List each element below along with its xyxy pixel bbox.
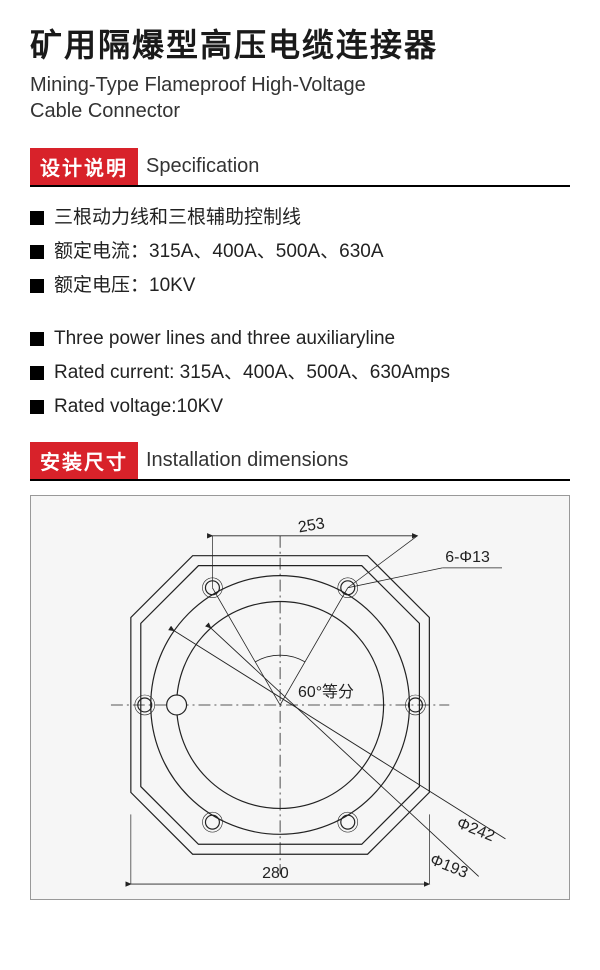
bullet-icon: [30, 332, 44, 346]
spec-text: 额定电压：10KV: [54, 269, 195, 303]
svg-text:6-Φ13: 6-Φ13: [445, 549, 490, 566]
spec-text: Rated voltage:10KV: [54, 390, 223, 424]
title-en-line2: Cable Connector: [30, 100, 180, 122]
spec-tag: 设计说明: [30, 148, 138, 185]
title-cn: 矿用隔爆型高压电缆连接器: [30, 20, 570, 66]
dims-label: Installation dimensions: [146, 445, 348, 476]
bullet-icon: [30, 279, 44, 293]
spec-item: Rated current: 315A、400A、500A、630Amps: [30, 356, 570, 390]
bullet-icon: [30, 211, 44, 225]
spec-item: 额定电流：315A、400A、500A、630A: [30, 235, 570, 269]
svg-text:280: 280: [262, 865, 289, 882]
diagram-svg: 60°等分2536-Φ13Φ242Φ193280: [31, 496, 569, 899]
bullet-icon: [30, 245, 44, 259]
spec-label: Specification: [146, 151, 259, 182]
spec-list-en: Three power lines and three auxiliarylin…: [30, 322, 570, 425]
spec-text: Three power lines and three auxiliarylin…: [54, 322, 395, 356]
spec-list-cn: 三根动力线和三根辅助控制线 额定电流：315A、400A、500A、630A 额…: [30, 201, 570, 304]
dims-tag: 安装尺寸: [30, 442, 138, 479]
dims-header: 安装尺寸 Installation dimensions: [30, 442, 570, 481]
bullet-icon: [30, 400, 44, 414]
spec-text: 三根动力线和三根辅助控制线: [54, 201, 301, 235]
spec-item: Rated voltage:10KV: [30, 390, 570, 424]
spec-item: 三根动力线和三根辅助控制线: [30, 201, 570, 235]
bullet-icon: [30, 366, 44, 380]
spec-text: 额定电流：315A、400A、500A、630A: [54, 235, 384, 269]
spec-text: Rated current: 315A、400A、500A、630Amps: [54, 356, 450, 390]
installation-diagram: 60°等分2536-Φ13Φ242Φ193280: [30, 495, 570, 900]
title-en-line1: Mining-Type Flameproof High-Voltage: [30, 74, 366, 96]
title-en: Mining-Type Flameproof High-Voltage Cabl…: [30, 72, 570, 124]
spec-item: 额定电压：10KV: [30, 269, 570, 303]
spec-header: 设计说明 Specification: [30, 148, 570, 187]
spec-item: Three power lines and three auxiliarylin…: [30, 322, 570, 356]
svg-text:60°等分: 60°等分: [298, 683, 354, 701]
